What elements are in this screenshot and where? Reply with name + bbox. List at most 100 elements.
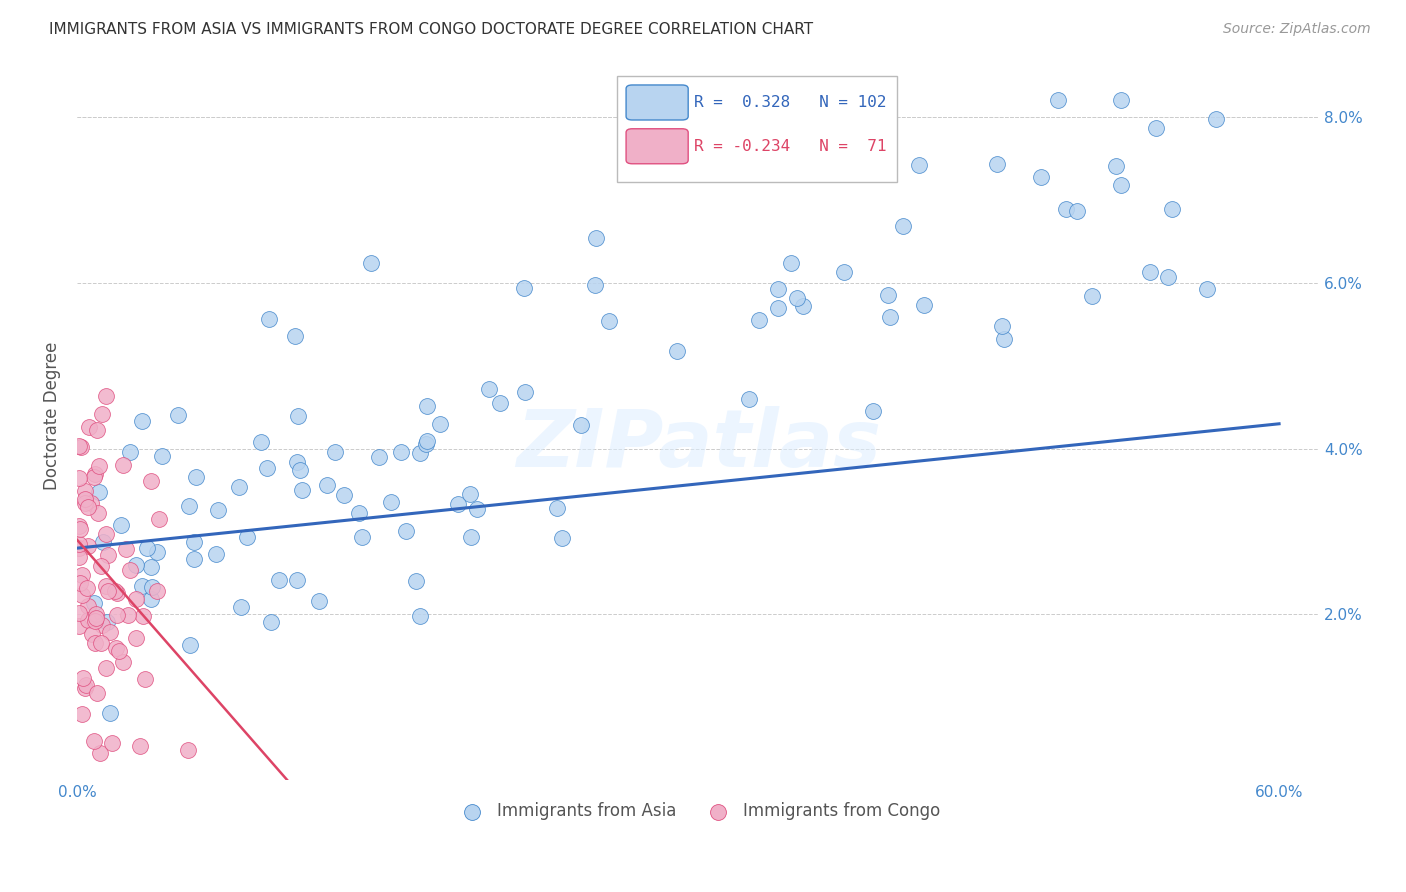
Point [1195, 282, 1218, 296]
Point [1047, 94, 1070, 108]
Point [76, 500, 98, 514]
Point [585, 231, 607, 245]
Point [766, 301, 789, 316]
Point [97, 584, 120, 599]
Point [231, 600, 253, 615]
Point [73, 484, 96, 499]
Point [83, 467, 105, 482]
Point [891, 219, 914, 234]
Text: Source: ZipAtlas.com: Source: ZipAtlas.com [1223, 22, 1371, 37]
Point [87, 458, 110, 473]
Point [316, 478, 339, 492]
Point [77, 599, 100, 614]
Point [360, 256, 382, 270]
Point [569, 417, 592, 432]
Point [1081, 289, 1104, 303]
Point [101, 736, 124, 750]
Point [780, 256, 803, 270]
Point [380, 495, 402, 509]
Point [83, 596, 105, 610]
Point [110, 518, 132, 533]
Point [69, 440, 91, 454]
Point [150, 450, 173, 464]
Point [107, 644, 129, 658]
Point [415, 437, 437, 451]
Text: R =  0.328   N = 102: R = 0.328 N = 102 [695, 95, 887, 110]
Point [389, 445, 412, 459]
Point [139, 591, 162, 606]
Point [1144, 120, 1167, 135]
Point [83, 470, 105, 484]
Point [89, 484, 111, 499]
Y-axis label: Doctorate Degree: Doctorate Degree [44, 342, 60, 490]
Point [96, 527, 118, 541]
FancyBboxPatch shape [617, 76, 897, 182]
Point [284, 329, 307, 343]
Point [141, 560, 163, 574]
Point [308, 593, 330, 607]
Point [1105, 160, 1128, 174]
Point [288, 462, 311, 476]
Point [1160, 202, 1182, 216]
Point [90, 636, 112, 650]
Point [766, 282, 789, 296]
Point [862, 404, 884, 418]
Point [1139, 265, 1161, 279]
Point [125, 592, 148, 607]
Point [1109, 178, 1132, 192]
Point [267, 573, 290, 587]
Point [125, 558, 148, 572]
Point [75, 492, 97, 507]
Point [96, 389, 118, 403]
Point [395, 524, 418, 539]
Point [96, 615, 118, 629]
Text: IMMIGRANTS FROM ASIA VS IMMIGRANTS FROM CONGO DOCTORATE DEGREE CORRELATION CHART: IMMIGRANTS FROM ASIA VS IMMIGRANTS FROM … [49, 22, 813, 37]
Point [287, 409, 309, 423]
Point [550, 531, 572, 545]
Point [786, 291, 808, 305]
Point [67, 537, 90, 551]
Point [146, 544, 169, 558]
Point [86, 686, 108, 700]
Point [332, 488, 354, 502]
Point [179, 638, 201, 652]
Point [207, 503, 229, 517]
Point [67, 471, 90, 485]
Point [1109, 94, 1132, 108]
Point [98, 624, 121, 639]
Point [77, 613, 100, 627]
Point [82, 627, 104, 641]
Point [129, 739, 152, 753]
Point [131, 414, 153, 428]
Point [76, 581, 98, 595]
Point [114, 542, 136, 557]
Point [832, 264, 855, 278]
Point [877, 288, 900, 302]
Point [598, 314, 620, 328]
Point [77, 420, 100, 434]
Point [118, 445, 141, 459]
Point [285, 455, 308, 469]
Point [515, 384, 537, 399]
Point [260, 615, 283, 629]
Point [291, 483, 314, 497]
Point [93, 534, 115, 549]
Point [177, 742, 200, 756]
Point [912, 298, 935, 312]
Point [139, 474, 162, 488]
Point [325, 445, 347, 459]
Point [460, 530, 482, 544]
Point [405, 574, 427, 588]
Point [84, 607, 107, 622]
Point [488, 396, 510, 410]
Point [87, 506, 110, 520]
Point [228, 480, 250, 494]
Point [72, 671, 94, 685]
FancyBboxPatch shape [626, 128, 688, 164]
Point [1205, 112, 1227, 127]
Point [141, 580, 163, 594]
Point [67, 619, 90, 633]
Text: ZIPatlas: ZIPatlas [516, 406, 880, 483]
Point [446, 497, 468, 511]
Point [665, 343, 688, 358]
